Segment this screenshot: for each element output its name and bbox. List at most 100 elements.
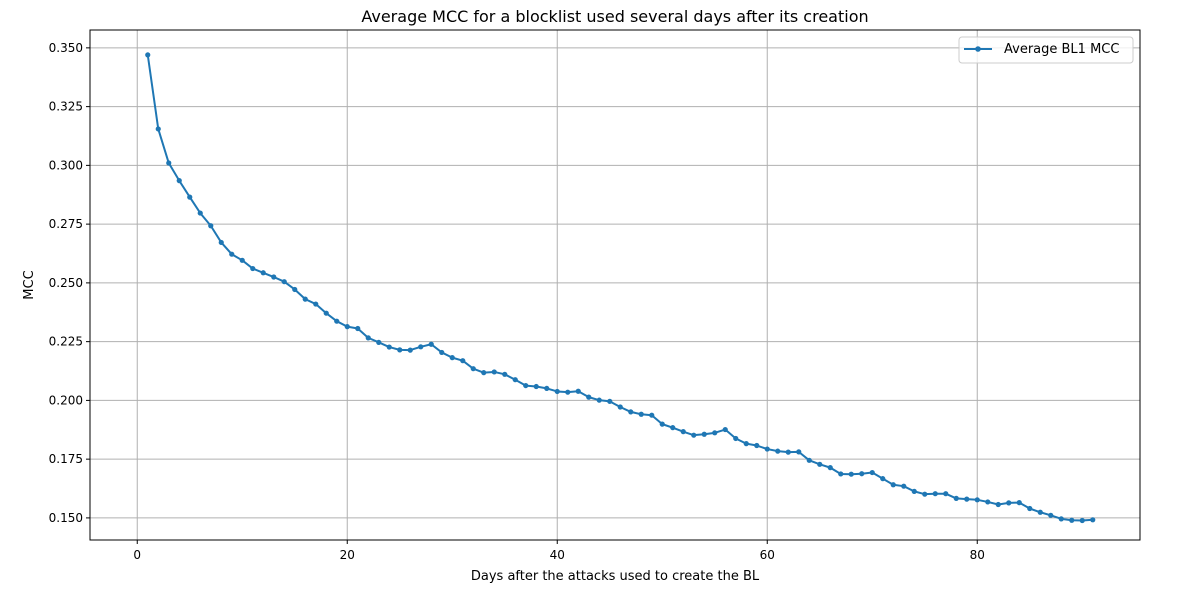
data-point — [355, 325, 361, 332]
data-point — [145, 52, 151, 58]
data-point — [586, 394, 592, 400]
data-point — [796, 449, 802, 455]
data-point — [953, 495, 959, 501]
data-point — [649, 412, 655, 418]
data-point — [365, 335, 371, 341]
data-point — [428, 341, 434, 347]
data-point — [607, 398, 613, 404]
y-tick-label: 0.175 — [49, 452, 83, 466]
data-point — [1090, 517, 1096, 523]
data-point — [460, 358, 466, 364]
data-point — [628, 409, 634, 415]
data-point — [806, 457, 812, 463]
x-tick-label: 80 — [970, 548, 985, 562]
data-point — [491, 369, 497, 375]
y-tick-label: 0.300 — [49, 158, 83, 172]
data-point — [397, 347, 403, 353]
data-point — [302, 296, 308, 302]
data-point — [1069, 517, 1075, 523]
data-point — [281, 279, 287, 285]
data-point — [964, 496, 970, 502]
data-point — [859, 471, 865, 477]
data-point — [323, 310, 329, 316]
data-point — [1048, 512, 1054, 518]
data-point — [764, 446, 770, 452]
data-point — [176, 178, 182, 184]
data-point — [743, 441, 749, 447]
data-point — [1037, 509, 1043, 515]
data-point — [313, 301, 319, 307]
data-point — [869, 469, 875, 476]
data-point — [901, 483, 907, 489]
data-point — [638, 411, 644, 417]
data-point — [208, 223, 214, 229]
data-point — [250, 265, 256, 272]
data-point — [470, 366, 476, 372]
data-point — [512, 377, 518, 383]
data-point — [596, 397, 602, 403]
plot-area-frame — [89, 29, 1141, 541]
data-point — [449, 355, 455, 361]
data-point — [827, 465, 833, 471]
x-tick-label: 60 — [760, 548, 775, 562]
data-point — [617, 404, 623, 410]
data-point — [554, 388, 560, 395]
data-point — [533, 383, 539, 390]
x-tick-label: 40 — [550, 548, 565, 562]
data-point — [680, 429, 686, 435]
data-point — [838, 471, 844, 477]
data-point — [407, 347, 413, 353]
data-point — [481, 370, 487, 376]
legend-label: Average BL1 MCC — [1004, 42, 1119, 57]
data-point — [218, 239, 224, 246]
x-axis-ticks: 0 20 40 60 80 — [133, 540, 985, 562]
data-point — [187, 194, 193, 200]
data-point — [712, 430, 718, 436]
data-point — [943, 491, 949, 497]
data-point — [155, 126, 161, 132]
data-point — [292, 286, 298, 293]
data-point — [502, 371, 508, 377]
y-tick-label: 0.250 — [49, 276, 83, 290]
data-point — [1006, 500, 1012, 506]
data-point — [775, 448, 781, 454]
x-tick-label: 20 — [340, 548, 355, 562]
y-tick-label: 0.275 — [49, 217, 83, 231]
data-point — [239, 257, 245, 263]
data-point — [386, 344, 392, 350]
data-point — [376, 339, 382, 345]
data-point — [1016, 500, 1022, 506]
data-point — [271, 274, 277, 280]
data-point — [974, 497, 980, 503]
data-point — [985, 499, 991, 505]
data-point — [670, 425, 676, 431]
data-point — [911, 488, 917, 494]
data-point — [701, 431, 707, 437]
data-point — [932, 491, 938, 497]
data-point — [922, 491, 928, 497]
data-point — [1058, 516, 1064, 522]
data-point — [575, 388, 581, 394]
legend: Average BL1 MCC — [958, 36, 1134, 64]
y-tick-label: 0.325 — [49, 100, 83, 114]
x-axis-label: Days after the attacks used to create th… — [471, 569, 760, 584]
y-tick-label: 0.225 — [49, 335, 83, 349]
data-point — [344, 324, 350, 330]
data-point — [565, 389, 571, 395]
data-point — [848, 471, 854, 477]
data-point — [995, 501, 1001, 508]
data-point — [229, 251, 235, 257]
data-point — [880, 476, 886, 482]
data-point — [890, 482, 896, 488]
data-point — [166, 160, 172, 166]
data-point — [754, 442, 760, 449]
y-axis-label: MCC — [22, 270, 37, 299]
legend-box — [958, 36, 1134, 64]
y-tick-label: 0.150 — [49, 511, 83, 525]
y-tick-label: 0.350 — [49, 41, 83, 55]
y-axis-ticks: 0.150 0.175 0.200 0.225 0.250 0.275 0.300 0.325… — [49, 41, 90, 525]
data-point — [418, 344, 424, 350]
data-point — [439, 349, 445, 356]
